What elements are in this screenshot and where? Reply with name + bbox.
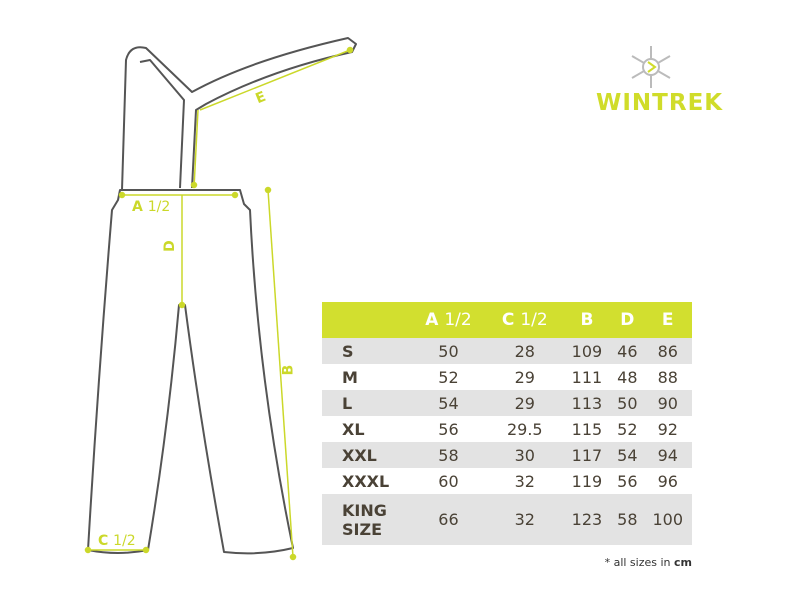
- size-label: KING SIZE: [322, 494, 410, 545]
- dimension-e: [199, 49, 351, 111]
- table-cell: 60: [438, 471, 459, 491]
- table-cell: 94: [643, 442, 692, 468]
- table-row: XXL 58 30 117 54 94: [322, 442, 692, 468]
- table-cell: 52: [438, 367, 459, 387]
- table-cell: 123: [562, 494, 612, 545]
- table-cell: 96: [657, 471, 678, 491]
- table-cell: 119: [571, 471, 603, 491]
- table-cell: 32: [514, 471, 535, 491]
- table-cell: 115: [571, 419, 603, 439]
- table-cell: 54: [410, 390, 487, 416]
- col-header-a: A 1/2: [410, 302, 487, 338]
- table-row: M 52 29 111 48 88: [322, 364, 692, 390]
- table-row: L 54 29 113 50 90: [322, 390, 692, 416]
- label-b: B: [280, 364, 297, 376]
- table-cell: 111: [571, 367, 603, 387]
- table-cell: 58: [611, 494, 644, 545]
- table-cell: 56: [438, 419, 459, 439]
- table-cell: 100: [643, 494, 692, 545]
- footnote: * all sizes in cm: [604, 556, 692, 569]
- table-cell: 29: [514, 367, 535, 387]
- table-cell: 58: [410, 442, 487, 468]
- size-label: XXXL: [342, 471, 390, 491]
- brand-logo: WINTREK: [596, 44, 724, 124]
- table-row: XL 56 29.5 115 52 92: [322, 416, 692, 442]
- table-cell: 29.5: [506, 419, 543, 439]
- snowflake-icon: [631, 46, 671, 88]
- table-cell: 30: [486, 442, 563, 468]
- table-header-row: A 1/2 C 1/2 B D E: [322, 302, 692, 338]
- table-cell: 56: [617, 471, 638, 491]
- table-cell: 52: [617, 419, 638, 439]
- table-cell: 86: [643, 338, 692, 364]
- size-label: S: [322, 338, 410, 364]
- table-cell: 50: [410, 338, 487, 364]
- table-cell: 54: [611, 442, 644, 468]
- col-header-b: B: [562, 302, 612, 338]
- table-cell: 113: [562, 390, 612, 416]
- table-row: S 50 28 109 46 86: [322, 338, 692, 364]
- label-d: D: [161, 240, 178, 252]
- size-label: XL: [342, 419, 365, 439]
- table-cell: 92: [657, 419, 678, 439]
- table-cell: 88: [657, 367, 678, 387]
- size-table: A 1/2 C 1/2 B D E S 50 28 109 46 86 M 52 29 111 48…: [322, 302, 692, 545]
- table-cell: 48: [617, 367, 638, 387]
- col-header-e: E: [643, 302, 692, 338]
- table-cell: 29: [486, 390, 563, 416]
- table-cell: 50: [611, 390, 644, 416]
- col-header-c: C 1/2: [486, 302, 563, 338]
- table-cell: 66: [410, 494, 487, 545]
- size-label: M: [342, 367, 358, 387]
- table-cell: 109: [562, 338, 612, 364]
- dimension-b: [267, 189, 294, 558]
- col-header-d: D: [611, 302, 644, 338]
- table-cell: 117: [562, 442, 612, 468]
- table-cell: 32: [486, 494, 563, 545]
- table-cell: 46: [611, 338, 644, 364]
- table-row: KING SIZE 66 32 123 58 100: [322, 494, 692, 545]
- label-a: A 1/2: [132, 199, 171, 215]
- table-row: XXXL 60 32 119 56 96: [322, 468, 692, 494]
- logo-text: WINTREK: [596, 90, 724, 116]
- label-c: C 1/2: [98, 533, 136, 549]
- pants-outline: [87, 37, 357, 555]
- table-cell: 90: [643, 390, 692, 416]
- size-label: XXL: [322, 442, 410, 468]
- table-cell: 28: [486, 338, 563, 364]
- size-label: L: [322, 390, 410, 416]
